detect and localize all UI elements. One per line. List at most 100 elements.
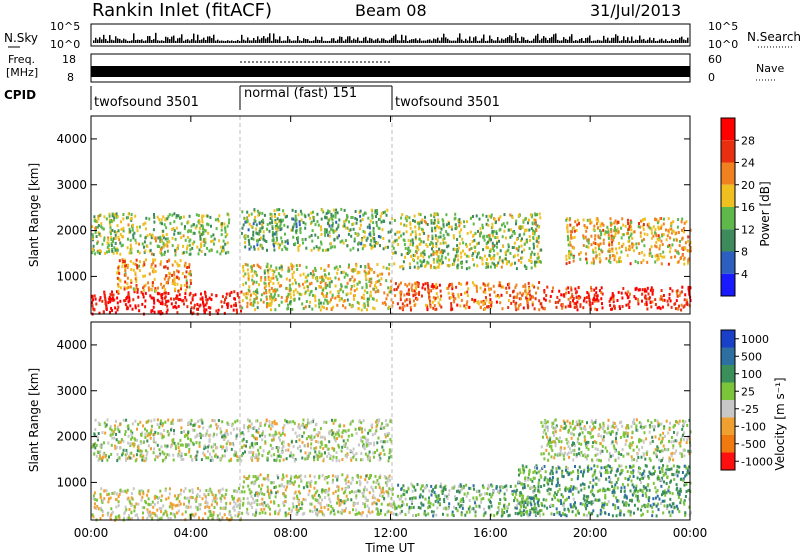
heatmap-cell-region-2: [219, 427, 222, 431]
heatmap-cell-region-2: [283, 423, 286, 427]
heatmap-cell-region-9: [647, 225, 650, 229]
heatmap-cell-region-2: [251, 434, 254, 438]
heatmap-cell-region-2: [135, 258, 138, 262]
heatmap-cell-region-7: [414, 249, 417, 253]
heatmap-cell-region-8: [610, 296, 613, 300]
heatmap-cell-region-2: [138, 449, 141, 453]
heatmap-cell-region-7: [489, 265, 492, 269]
heatmap-cell-region-2: [113, 436, 116, 440]
heatmap-cell-region-9: [631, 245, 634, 249]
heatmap-cell-region-2: [130, 278, 133, 282]
heatmap-cell-region-4: [366, 300, 369, 303]
heatmap-cell-region-2: [341, 458, 344, 461]
heatmap-cell-region-2: [331, 418, 333, 422]
heatmap-cell-region-3: [202, 238, 205, 241]
heatmap-cell-region-6: [414, 293, 417, 297]
heatmap-cell-region-9: [614, 219, 617, 223]
heatmap-cell-region-1: [201, 497, 204, 501]
heatmap-cell-region-2: [147, 444, 150, 448]
heatmap-cell-region-7: [457, 218, 460, 222]
heatmap-cell-region-2: [347, 428, 350, 432]
heatmap-cell-region-7: [451, 262, 454, 266]
heatmap-cell-region-7: [530, 253, 533, 256]
heatmap-cell-region-1: [207, 493, 210, 497]
heatmap-cell-region-5: [328, 234, 331, 238]
heatmap-cell-region-4: [321, 280, 323, 283]
heatmap-cell-region-1: [115, 517, 118, 521]
heatmap-cell-region-2: [188, 442, 191, 446]
heatmap-cell-region-2: [386, 440, 389, 444]
heatmap-cell-region-2: [135, 280, 138, 284]
heatmap-cell-region-3: [337, 488, 340, 492]
heatmap-cell-region-6: [401, 302, 404, 306]
heatmap-cell-region-6: [475, 284, 478, 288]
heatmap-cell-region-4: [267, 269, 270, 273]
heatmap-cell-region-9: [642, 224, 645, 228]
heatmap-cell-region-7: [458, 230, 461, 234]
heatmap-cell-region-7: [422, 255, 425, 259]
heatmap-cell-region-4: [253, 264, 255, 268]
heatmap-cell-region-5: [278, 208, 281, 212]
heatmap-cell-region-4: [289, 295, 292, 299]
heatmap-cell-region-5: [272, 242, 275, 246]
heatmap-cell-region-7: [456, 254, 459, 258]
heatmap-cell-region-4: [304, 280, 307, 284]
heatmap-cell-region-2: [340, 449, 343, 453]
heatmap-cell-region-2: [219, 445, 222, 449]
heatmap-cell-region-2: [377, 420, 380, 424]
heatmap-cell-region-4: [277, 281, 280, 285]
heatmap-cell-region-8: [596, 299, 599, 303]
noise-bar: [297, 35, 299, 43]
heatmap-cell-region-2: [132, 287, 135, 291]
heatmap-cell-region-1: [202, 304, 205, 308]
heatmap-cell-region-2: [152, 258, 155, 262]
heatmap-cell-region-3: [144, 249, 147, 253]
heatmap-cell-region-5: [362, 229, 365, 233]
heatmap-cell-region-2: [142, 288, 145, 292]
heatmap-cell-region-2: [154, 269, 157, 273]
heatmap-cell-region-3: [92, 247, 94, 251]
heatmap-cell-region-7: [460, 251, 462, 255]
heatmap-cell-region-7: [433, 213, 436, 217]
heatmap-cell-region-9: [568, 261, 571, 264]
heatmap-cell-region-2: [367, 431, 370, 435]
heatmap-cell-region-3: [224, 235, 227, 239]
heatmap-cell-region-4: [345, 285, 348, 289]
heatmap-cell-region-1: [233, 500, 235, 504]
heatmap-cell-region-7: [472, 234, 474, 238]
heatmap-cell-region-7: [397, 236, 400, 240]
heatmap-cell-region-7: [456, 244, 459, 248]
heatmap-cell-region-5: [349, 228, 352, 232]
heatmap-cell-region-1: [188, 293, 191, 297]
heatmap-cell-region-2: [139, 420, 142, 424]
heatmap-cell-region-8: [628, 306, 631, 309]
noise-bar: [673, 40, 675, 43]
heatmap-cell-region-7: [515, 222, 517, 226]
noise-bar: [407, 40, 409, 43]
heatmap-cell-region-5: [309, 216, 312, 220]
heatmap-cell-region-2: [268, 450, 271, 454]
heatmap-cell-region-4: [250, 303, 253, 307]
heatmap-cell-region-7: [465, 244, 468, 248]
heatmap-cell-region-8: [649, 288, 652, 292]
heatmap-cell-region-2: [305, 437, 308, 441]
heatmap-cell-region-2: [282, 458, 285, 462]
heatmap-cell-region-3: [321, 473, 324, 477]
heatmap-cell-region-4: [368, 280, 371, 283]
heatmap-cell-region-9: [597, 219, 600, 223]
heatmap-cell-region-4: [256, 301, 259, 305]
heatmap-cell-region-2: [162, 435, 165, 439]
heatmap-cell-region-6: [519, 291, 522, 295]
heatmap-cell-region-2: [209, 433, 212, 437]
heatmap-cell-region-5: [277, 242, 280, 246]
noise-bar: [121, 40, 123, 43]
heatmap-cell-region-4: [255, 280, 258, 284]
heatmap-cell-region-1: [235, 304, 237, 308]
heatmap-cell-region-2: [124, 273, 127, 277]
heatmap-cell-region-2: [216, 455, 219, 459]
heatmap-cell-region-7: [432, 244, 435, 248]
heatmap-cell-region-3: [218, 239, 221, 243]
heatmap-cell-region-6: [408, 298, 411, 302]
heatmap-cell-region-2: [150, 419, 153, 423]
heatmap-cell-region-6: [459, 304, 462, 308]
